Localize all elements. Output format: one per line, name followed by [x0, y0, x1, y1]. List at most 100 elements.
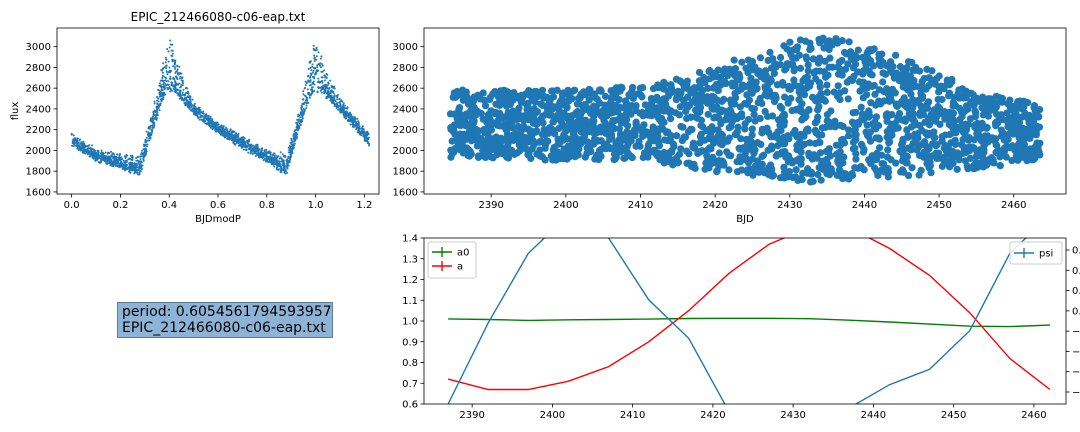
bjd-point: [524, 151, 532, 159]
phase-point: [151, 121, 154, 124]
phase-point: [167, 50, 170, 53]
phase-point: [256, 153, 259, 156]
bjd-point: [448, 137, 456, 145]
bjd-point: [852, 155, 860, 163]
bjd-point: [902, 74, 911, 82]
phase-point: [342, 111, 345, 114]
bjd-point: [969, 97, 977, 105]
phase-point: [288, 161, 291, 164]
phase-point: [246, 146, 249, 149]
y-tick-label: 2600: [393, 84, 418, 95]
bjd-point: [661, 136, 669, 144]
bjd-point: [713, 103, 721, 111]
bjd-point: [823, 81, 831, 89]
bjd-point: [953, 165, 961, 173]
bjd-point: [857, 103, 865, 111]
bjd-point: [460, 136, 468, 145]
phase-point: [165, 67, 168, 70]
parameter-plot: 2390 2400 2410 2420 2430 2440 2450 24600.60.70.…: [402, 234, 1080, 422]
phase-point: [164, 87, 167, 90]
phase-point: [299, 111, 302, 114]
phase-point: [343, 116, 346, 119]
bjd-point: [811, 139, 820, 148]
bjd-point: [485, 145, 493, 153]
bjd-point: [992, 122, 1000, 130]
y-tick-label: 1800: [393, 167, 418, 178]
bjd-point: [710, 114, 718, 122]
phase-point: [275, 160, 278, 163]
bjd-point: [537, 100, 545, 108]
bjd-point: [793, 132, 801, 141]
bjd-point: [774, 135, 782, 143]
phase-point: [240, 143, 243, 146]
bjd-point: [904, 133, 912, 141]
bjd-point: [902, 152, 910, 160]
bjd-point: [586, 123, 594, 131]
phase-point: [328, 87, 331, 90]
bjd-point: [551, 147, 559, 155]
x-tick-label: 0.4: [161, 200, 177, 211]
bjd-point: [838, 56, 846, 65]
phase-point: [244, 142, 247, 145]
phase-point: [320, 76, 323, 79]
phase-point: [261, 154, 264, 157]
phase-point: [136, 166, 139, 169]
phase-point: [176, 72, 179, 75]
phase-point: [82, 146, 85, 149]
bjd-point: [520, 140, 529, 148]
phase-point: [219, 126, 222, 129]
phase-point: [303, 112, 306, 115]
phase-point: [313, 59, 316, 62]
phase-point: [109, 158, 112, 161]
phase-point: [340, 110, 343, 113]
phase-point: [283, 167, 286, 170]
phase-point: [76, 143, 79, 146]
bjd-point: [791, 126, 799, 135]
phase-point: [138, 167, 141, 170]
phase-point: [182, 88, 185, 91]
bjd-point: [645, 140, 653, 148]
phase-point: [297, 120, 300, 123]
bjd-point: [642, 150, 650, 158]
bjd-point: [927, 110, 935, 119]
bjd-point: [964, 165, 972, 173]
bjd-point: [781, 93, 789, 101]
phase-point: [113, 156, 116, 159]
phase-point: [262, 158, 265, 161]
bjd-point: [517, 134, 525, 143]
phase-point: [238, 140, 241, 143]
phase-point: [366, 142, 369, 145]
phase-point: [95, 159, 98, 162]
bjd-point: [783, 45, 791, 53]
bjd-point: [1008, 156, 1016, 165]
bjd-point: [851, 51, 859, 59]
bjd-point: [733, 114, 741, 123]
phase-point: [351, 122, 354, 125]
phase-point: [162, 62, 165, 65]
bjd-point: [933, 154, 941, 163]
phase-point: [188, 107, 191, 110]
series-line-psi: [447, 238, 1027, 404]
phase-point: [70, 132, 73, 135]
phase-point: [161, 67, 164, 70]
phase-point: [164, 79, 167, 82]
bjd-point: [792, 157, 800, 165]
bjd-point: [943, 76, 951, 84]
phase-point: [344, 117, 347, 120]
phase-point: [242, 148, 245, 151]
bjd-point: [806, 45, 814, 54]
phase-point: [97, 154, 100, 157]
phase-folded-plot: 0.0 0.2 0.4 0.6 0.8 1.0 1.21600180020002200240…: [10, 10, 380, 225]
phase-point: [230, 135, 233, 138]
phase-point: [326, 84, 329, 87]
bjd-point: [996, 162, 1004, 170]
phase-point: [131, 156, 134, 159]
bjd-point: [747, 74, 755, 82]
bjd-point: [841, 65, 850, 73]
bjd-point: [816, 67, 824, 75]
phase-point: [168, 66, 171, 69]
phase-point: [161, 97, 164, 100]
bjd-point: [804, 61, 812, 69]
phase-point: [199, 116, 202, 119]
bjd-point: [883, 117, 891, 125]
